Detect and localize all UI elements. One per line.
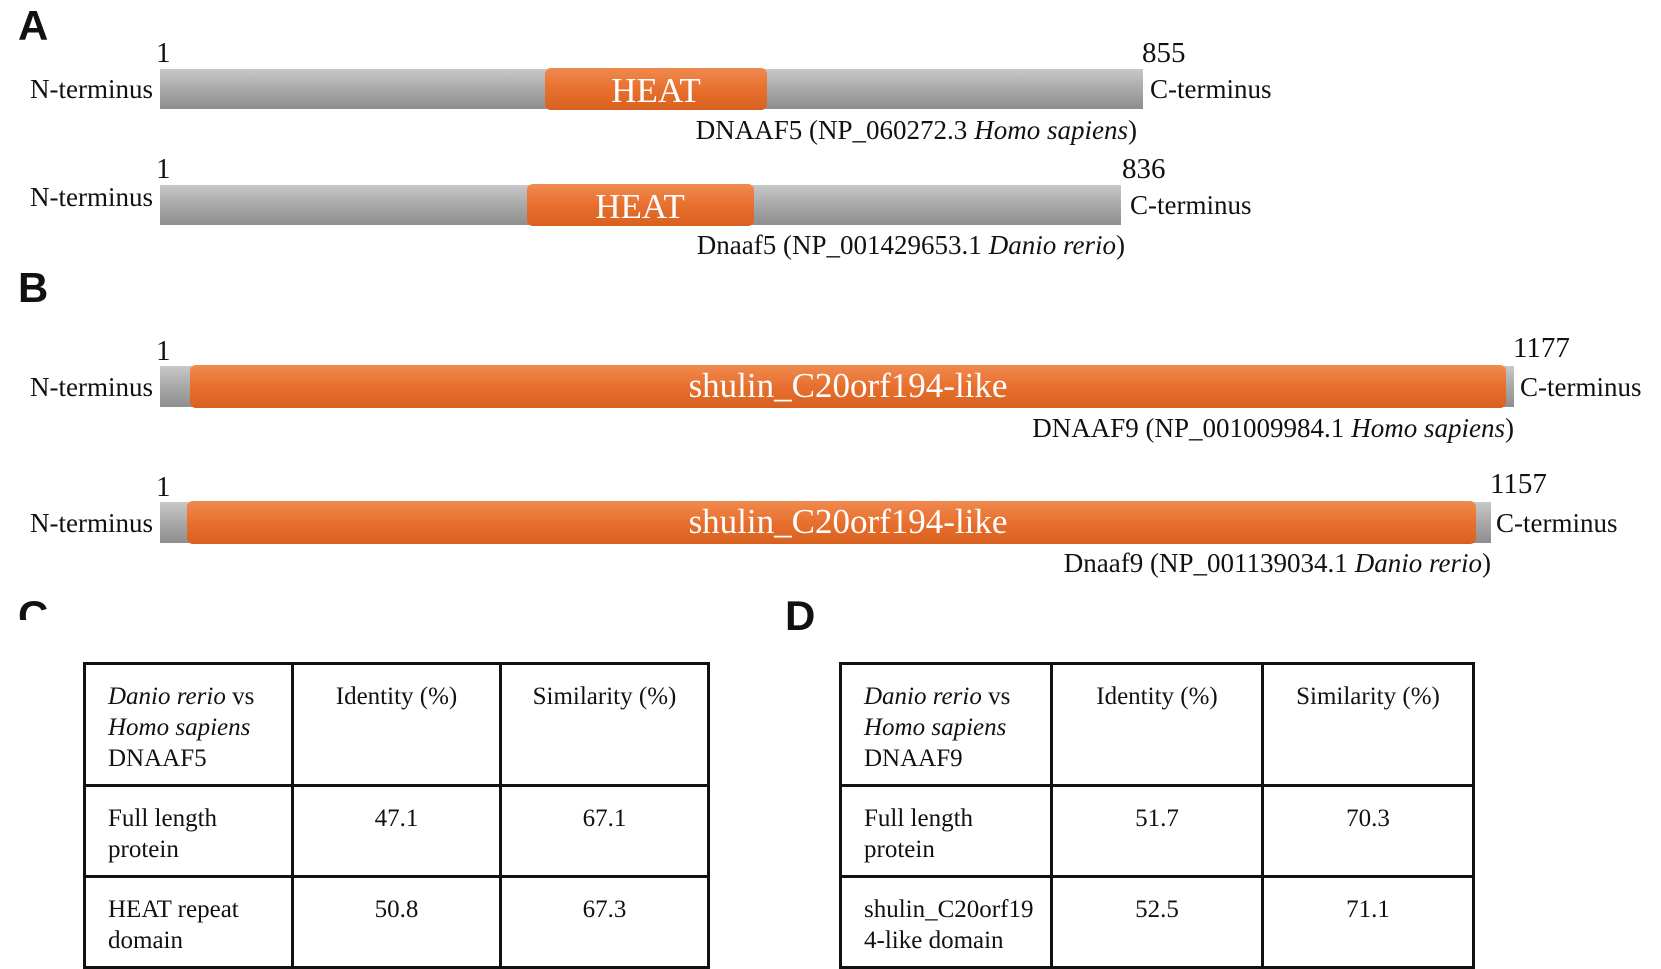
domain-box <box>545 68 767 110</box>
domain-label: HEAT <box>611 71 700 110</box>
caption: Dnaaf9 (NP_001139034.1 Danio rerio) <box>1064 548 1491 578</box>
identity-cell: 50.8 <box>291 875 502 969</box>
caption-species: Homo sapiens <box>973 115 1128 145</box>
row-label: Full length protein <box>83 784 294 878</box>
header-cell: Similarity (%) <box>499 662 710 787</box>
c-terminus-label: C-terminus <box>1150 74 1272 104</box>
c-terminus-label: C-terminus <box>1520 372 1642 402</box>
table-row: Full length protein 47.1 67.1 <box>83 784 710 878</box>
species: Homo sapiens <box>864 714 1007 741</box>
header-cell: Similarity (%) <box>1261 662 1475 787</box>
end-position: 836 <box>1122 153 1166 185</box>
n-terminus-label: N-terminus <box>30 182 153 212</box>
start-position: 1 <box>156 471 171 503</box>
header-cell: Identity (%) <box>291 662 502 787</box>
caption-close: ) <box>1128 115 1137 145</box>
table-row: shulin_C20orf194-like domain 52.5 71.1 <box>839 875 1475 969</box>
protein: DNAAF5 <box>108 745 207 772</box>
table-row: Full length protein 51.7 70.3 <box>839 784 1475 878</box>
domain-box <box>187 501 1476 544</box>
identity-cell: 52.5 <box>1050 875 1264 969</box>
row-label: shulin_C20orf194-like domain <box>839 875 1053 969</box>
similarity-cell: 71.1 <box>1261 875 1475 969</box>
protein-row: 1 855 N-terminus HEAT C-terminus DNAAF5 … <box>30 37 1271 145</box>
protein: DNAAF9 <box>864 745 963 772</box>
comparison-table: Danio rerio vs Homo sapiens DNAAF5 Identit… <box>83 662 710 969</box>
row-label: HEAT repeat domain <box>83 875 294 969</box>
identity-cell: 51.7 <box>1050 784 1264 878</box>
caption-close: ) <box>1505 413 1514 443</box>
caption-species: Homo sapiens <box>1350 413 1505 443</box>
end-position: 1157 <box>1490 468 1547 500</box>
caption-close: ) <box>1116 230 1125 260</box>
end-position: 1177 <box>1513 332 1570 364</box>
domain-label: shulin_C20orf194-like <box>689 502 1008 541</box>
vs: vs <box>232 683 255 710</box>
caption: DNAAF9 (NP_001009984.1 Homo sapiens) <box>1032 413 1514 443</box>
similarity-cell: 67.3 <box>499 875 710 969</box>
start-position: 1 <box>156 153 171 185</box>
similarity-cell: 70.3 <box>1261 784 1475 878</box>
start-position: 1 <box>156 335 171 367</box>
caption-name: Dnaaf9 (NP_001139034.1 <box>1064 548 1348 578</box>
n-terminus-label: N-terminus <box>30 508 153 538</box>
species: Danio rerio <box>864 683 982 710</box>
species: Homo sapiens <box>108 714 251 741</box>
panel-label: D <box>785 592 815 639</box>
caption: DNAAF5 (NP_060272.3 Homo sapiens) <box>696 115 1137 145</box>
caption: Dnaaf5 (NP_001429653.1 Danio rerio) <box>697 230 1125 260</box>
domain-box <box>190 365 1506 408</box>
table-row: HEAT repeat domain 50.8 67.3 <box>83 875 710 969</box>
vs: vs <box>988 683 1011 710</box>
header-cell: Danio rerio vs Homo sapiens DNAAF9 <box>839 662 1053 787</box>
header-row: Danio rerio vs Homo sapiens DNAAF9 Identit… <box>839 662 1475 787</box>
caption-name: DNAAF9 (NP_001009984.1 <box>1032 413 1344 443</box>
header-cell: Danio rerio vs Homo sapiens DNAAF5 <box>83 662 294 787</box>
domain-diagrams: A B C 1 855 N-terminus HEAT C-terminus D… <box>18 2 1642 620</box>
protein-row: 1 1177 N-terminus shulin_C20orf194-like … <box>30 332 1641 443</box>
caption-species: Danio rerio <box>1354 548 1482 578</box>
domain-box <box>527 184 754 226</box>
panel-label: A <box>18 2 48 49</box>
identity-cell: 47.1 <box>291 784 502 878</box>
start-position: 1 <box>156 37 171 69</box>
protein-row: 1 836 N-terminus HEAT C-terminus Dnaaf5 … <box>30 153 1251 260</box>
caption-species: Danio rerio <box>988 230 1116 260</box>
header-cell: Identity (%) <box>1050 662 1264 787</box>
panel-label: B <box>18 264 48 311</box>
protein-row: 1 1157 N-terminus shulin_C20orf194-like … <box>30 468 1617 578</box>
panel-label-d: D <box>785 592 815 639</box>
end-position: 855 <box>1142 37 1186 69</box>
c-terminus-label: C-terminus <box>1496 508 1618 538</box>
n-terminus-label: N-terminus <box>30 74 153 104</box>
c-terminus-label: C-terminus <box>1130 190 1252 220</box>
domain-label: HEAT <box>595 187 684 226</box>
species: Danio rerio <box>108 683 226 710</box>
caption-close: ) <box>1482 548 1491 578</box>
panel-label: C <box>18 592 48 620</box>
header-row: Danio rerio vs Homo sapiens DNAAF5 Identit… <box>83 662 710 787</box>
comparison-table: Danio rerio vs Homo sapiens DNAAF9 Identit… <box>839 662 1475 969</box>
domain-label: shulin_C20orf194-like <box>689 366 1008 405</box>
row-label: Full length protein <box>839 784 1053 878</box>
caption-name: Dnaaf5 (NP_001429653.1 <box>697 230 982 260</box>
caption-name: DNAAF5 (NP_060272.3 <box>696 115 968 145</box>
n-terminus-label: N-terminus <box>30 372 153 402</box>
similarity-cell: 67.1 <box>499 784 710 878</box>
